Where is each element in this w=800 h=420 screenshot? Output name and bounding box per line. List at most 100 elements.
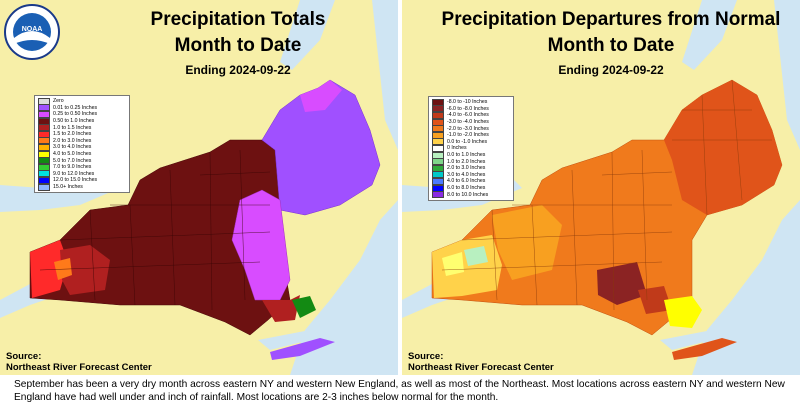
region-central-ny-light-orange [492, 205, 562, 280]
long-island-sound-right [660, 325, 732, 350]
totals-source-name: Northeast River Forecast Center [6, 362, 152, 373]
totals-legend-label: 5.0 to 7.0 Inches [53, 157, 92, 164]
departures-legend-label: -6.0 to -8.0 Inches [447, 105, 489, 112]
departures-legend-label: 0.0 to 1.0 Inches [447, 152, 486, 159]
region-nh-ma-magenta [231, 189, 291, 301]
departures-legend-item: -8.0 to -10 Inches [432, 98, 510, 106]
departures-legend-item: -2.0 to -3.0 Inches [432, 125, 510, 133]
totals-legend-label: 9.0 to 12.0 Inches [53, 170, 95, 177]
caption-text: September has been a very dry month acro… [14, 379, 785, 403]
totals-source: Source: Northeast River Forecast Center [6, 351, 152, 373]
totals-legend-label: 0.50 to 1.0 Inches [53, 118, 95, 125]
totals-legend-swatch [38, 104, 50, 112]
departures-legend-label: 3.0 to 4.0 Inches [447, 171, 486, 178]
totals-legend-swatch [38, 130, 50, 138]
precip-departures-map [402, 0, 800, 375]
totals-legend-label: Zero [53, 98, 64, 105]
totals-legend-swatch [38, 124, 50, 132]
departures-legend-swatch [432, 184, 444, 192]
totals-legend-item: 0.01 to 0.25 Inches [38, 104, 126, 112]
departures-legend-label: 8.0 to 10.0 Inches [447, 191, 489, 198]
region-cape-cod-green [292, 296, 316, 318]
noaa-logo-text: NOAA [22, 26, 43, 33]
departures-legend-swatch [432, 125, 444, 133]
totals-legend-label: 4.0 to 5.0 Inches [53, 151, 92, 158]
totals-legend-item: 5.0 to 7.0 Inches [38, 157, 126, 165]
precip-totals-panel: NOAA Precipitation Totals Month to Date … [0, 0, 398, 375]
departures-legend-item: 1.0 to 2.0 Inches [432, 158, 510, 166]
departures-legend-swatch [432, 111, 444, 119]
departures-legend-item: -3.0 to -4.0 Inches [432, 118, 510, 126]
totals-legend-swatch [38, 157, 50, 165]
departures-source-label: Source: [408, 351, 444, 362]
totals-legend-item: Zero [38, 97, 126, 105]
totals-legend-item: 1.5 to 2.0 Inches [38, 130, 126, 138]
region-ri-red [262, 295, 300, 322]
totals-legend-item: 1.0 to 1.5 Inches [38, 124, 126, 132]
county-lines-right [441, 79, 772, 311]
departures-legend-swatch [432, 177, 444, 185]
departures-legend-label: -1.0 to -2.0 Inches [447, 132, 489, 139]
noaa-logo [4, 4, 60, 60]
departures-legend-label: 1.0 to 2.0 Inches [447, 158, 486, 165]
departures-legend-swatch [432, 98, 444, 106]
region-near-normal-green [464, 246, 488, 266]
totals-legend-item: 0.25 to 0.50 Inches [38, 110, 126, 118]
departures-legend-item: 0.0 to -1.0 Inches [432, 138, 510, 146]
departures-legend-item: 3.0 to 4.0 Inches [432, 171, 510, 179]
totals-legend-label: 1.5 to 2.0 Inches [53, 131, 92, 138]
departures-legend-label: -8.0 to -10 Inches [447, 99, 488, 106]
departures-legend-swatch [432, 191, 444, 199]
departures-legend-swatch [432, 144, 444, 152]
totals-legend-item: 12.0 to 15.0 Inches [38, 176, 126, 184]
region-long-island-orange [672, 338, 737, 360]
totals-legend-item: 2.0 to 3.0 Inches [38, 137, 126, 145]
totals-legend-swatch [38, 183, 50, 191]
totals-source-label: Source: [6, 351, 42, 362]
totals-legend-swatch [38, 97, 50, 105]
departures-legend-label: 6.0 to 8.0 Inches [447, 185, 486, 192]
totals-title-line2: Month to Date [174, 35, 302, 56]
st-lawrence-right [682, 0, 737, 70]
departures-legend-swatch [432, 158, 444, 166]
totals-legend-swatch [38, 150, 50, 158]
totals-legend-label: 3.0 to 4.0 Inches [53, 144, 92, 151]
precip-totals-map: NOAA [0, 0, 398, 375]
totals-subtitle: Ending 2024-09-22 [185, 63, 291, 77]
totals-legend-swatch [38, 143, 50, 151]
departures-legend-swatch [432, 138, 444, 146]
totals-legend-label: 0.01 to 0.25 Inches [53, 104, 98, 111]
atlantic-ocean [290, 0, 398, 375]
region-sw-ny-brown [60, 245, 110, 295]
atlantic-ocean-right [692, 0, 800, 375]
departures-legend-item: 0.0 to 1.0 Inches [432, 151, 510, 159]
departures-legend-label: -3.0 to -4.0 Inches [447, 119, 489, 126]
departures-source-name: Northeast River Forecast Center [408, 362, 554, 373]
panel-divider [398, 0, 402, 375]
departures-legend-swatch [432, 171, 444, 179]
departures-legend-label: 2.0 to 3.0 Inches [447, 165, 486, 172]
departures-legend-item: 6.0 to 8.0 Inches [432, 184, 510, 192]
departures-legend-swatch [432, 164, 444, 172]
totals-legend-swatch [38, 176, 50, 184]
totals-legend-label: 2.0 to 3.0 Inches [53, 137, 92, 144]
departures-legend-item: -1.0 to -2.0 Inches [432, 131, 510, 139]
departures-legend-item: 0 Inches [432, 144, 510, 152]
totals-legend-item: 9.0 to 12.0 Inches [38, 170, 126, 178]
totals-legend-label: 7.0 to 9.0 Inches [53, 164, 92, 171]
totals-legend-label: 1.0 to 1.5 Inches [53, 124, 92, 131]
departures-legend-item: 2.0 to 3.0 Inches [432, 164, 510, 172]
totals-legend-label: 0.25 to 0.50 Inches [53, 111, 98, 118]
totals-legend-swatch [38, 163, 50, 171]
departures-legend-label: 4.0 to 6.0 Inches [447, 178, 486, 185]
region-ct-red [638, 286, 672, 314]
departures-legend-item: -4.0 to -6.0 Inches [432, 111, 510, 119]
st-lawrence-river [280, 0, 335, 70]
region-ri-yellow [664, 296, 702, 328]
departures-legend-swatch [432, 151, 444, 159]
totals-legend: Zero 0.01 to 0.25 Inches 0.25 to 0.50 Inch… [34, 95, 130, 194]
departures-source: Source: Northeast River Forecast Center [408, 351, 554, 373]
precip-departures-panel: Precipitation Departures from Normal Mon… [402, 0, 800, 375]
totals-legend-swatch [38, 137, 50, 145]
totals-legend-swatch [38, 117, 50, 125]
